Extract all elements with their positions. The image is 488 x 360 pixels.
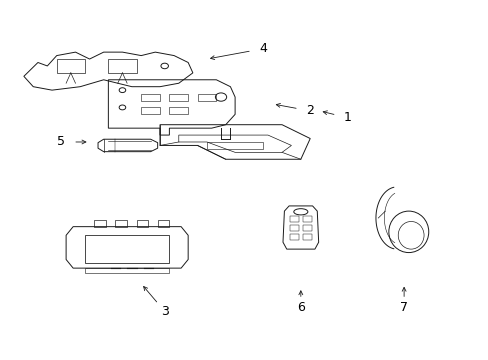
Text: 4: 4	[259, 42, 266, 55]
Text: 7: 7	[399, 301, 407, 314]
Text: 2: 2	[305, 104, 313, 117]
Text: 5: 5	[57, 135, 65, 148]
Text: 3: 3	[161, 305, 168, 318]
Text: 1: 1	[343, 111, 351, 124]
Text: 6: 6	[296, 301, 304, 314]
